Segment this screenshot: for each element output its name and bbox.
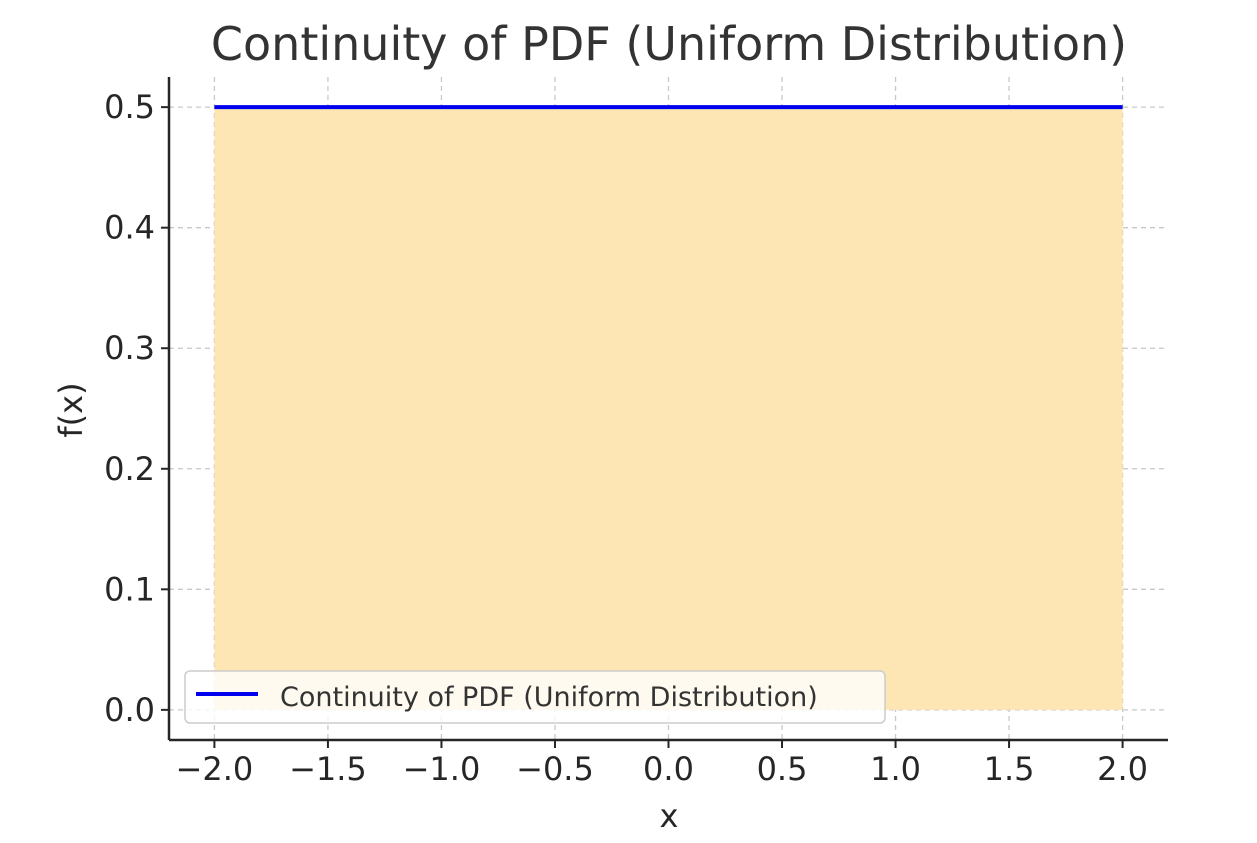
y-tick-label: 0.5 <box>104 88 155 126</box>
x-tick-label: −1.5 <box>289 750 367 788</box>
y-tick-label: 0.1 <box>104 570 155 608</box>
x-ticks: −2.0 −1.5 −1.0 −0.5 0.0 0.5 1.0 1.5 2.0 <box>176 740 1148 788</box>
x-tick-label: −0.5 <box>516 750 594 788</box>
fill-area <box>214 107 1123 710</box>
x-tick-label: 0.5 <box>757 750 808 788</box>
legend-box <box>184 670 886 724</box>
x-tick-label: 1.0 <box>870 750 921 788</box>
y-tick-label: 0.0 <box>104 691 155 729</box>
x-tick-label: 2.0 <box>1097 750 1148 788</box>
y-ticks: 0.0 0.1 0.2 0.3 0.4 0.5 <box>104 88 169 729</box>
x-tick-label: 1.5 <box>984 750 1035 788</box>
y-tick-label: 0.2 <box>104 450 155 488</box>
x-tick-label: −2.0 <box>176 750 254 788</box>
legend: Continuity of PDF (Uniform Distribution) <box>184 670 886 724</box>
y-axis-label: f(x) <box>52 382 90 437</box>
x-tick-label: 0.0 <box>643 750 694 788</box>
y-tick-label: 0.4 <box>104 209 155 247</box>
legend-label: Continuity of PDF (Uniform Distribution) <box>280 682 818 713</box>
pdf-fill-area <box>214 107 1123 710</box>
chart-title: Continuity of PDF (Uniform Distribution) <box>211 17 1127 71</box>
y-tick-label: 0.3 <box>104 329 155 367</box>
x-axis-label: x <box>660 797 679 835</box>
x-tick-label: −1.0 <box>403 750 481 788</box>
